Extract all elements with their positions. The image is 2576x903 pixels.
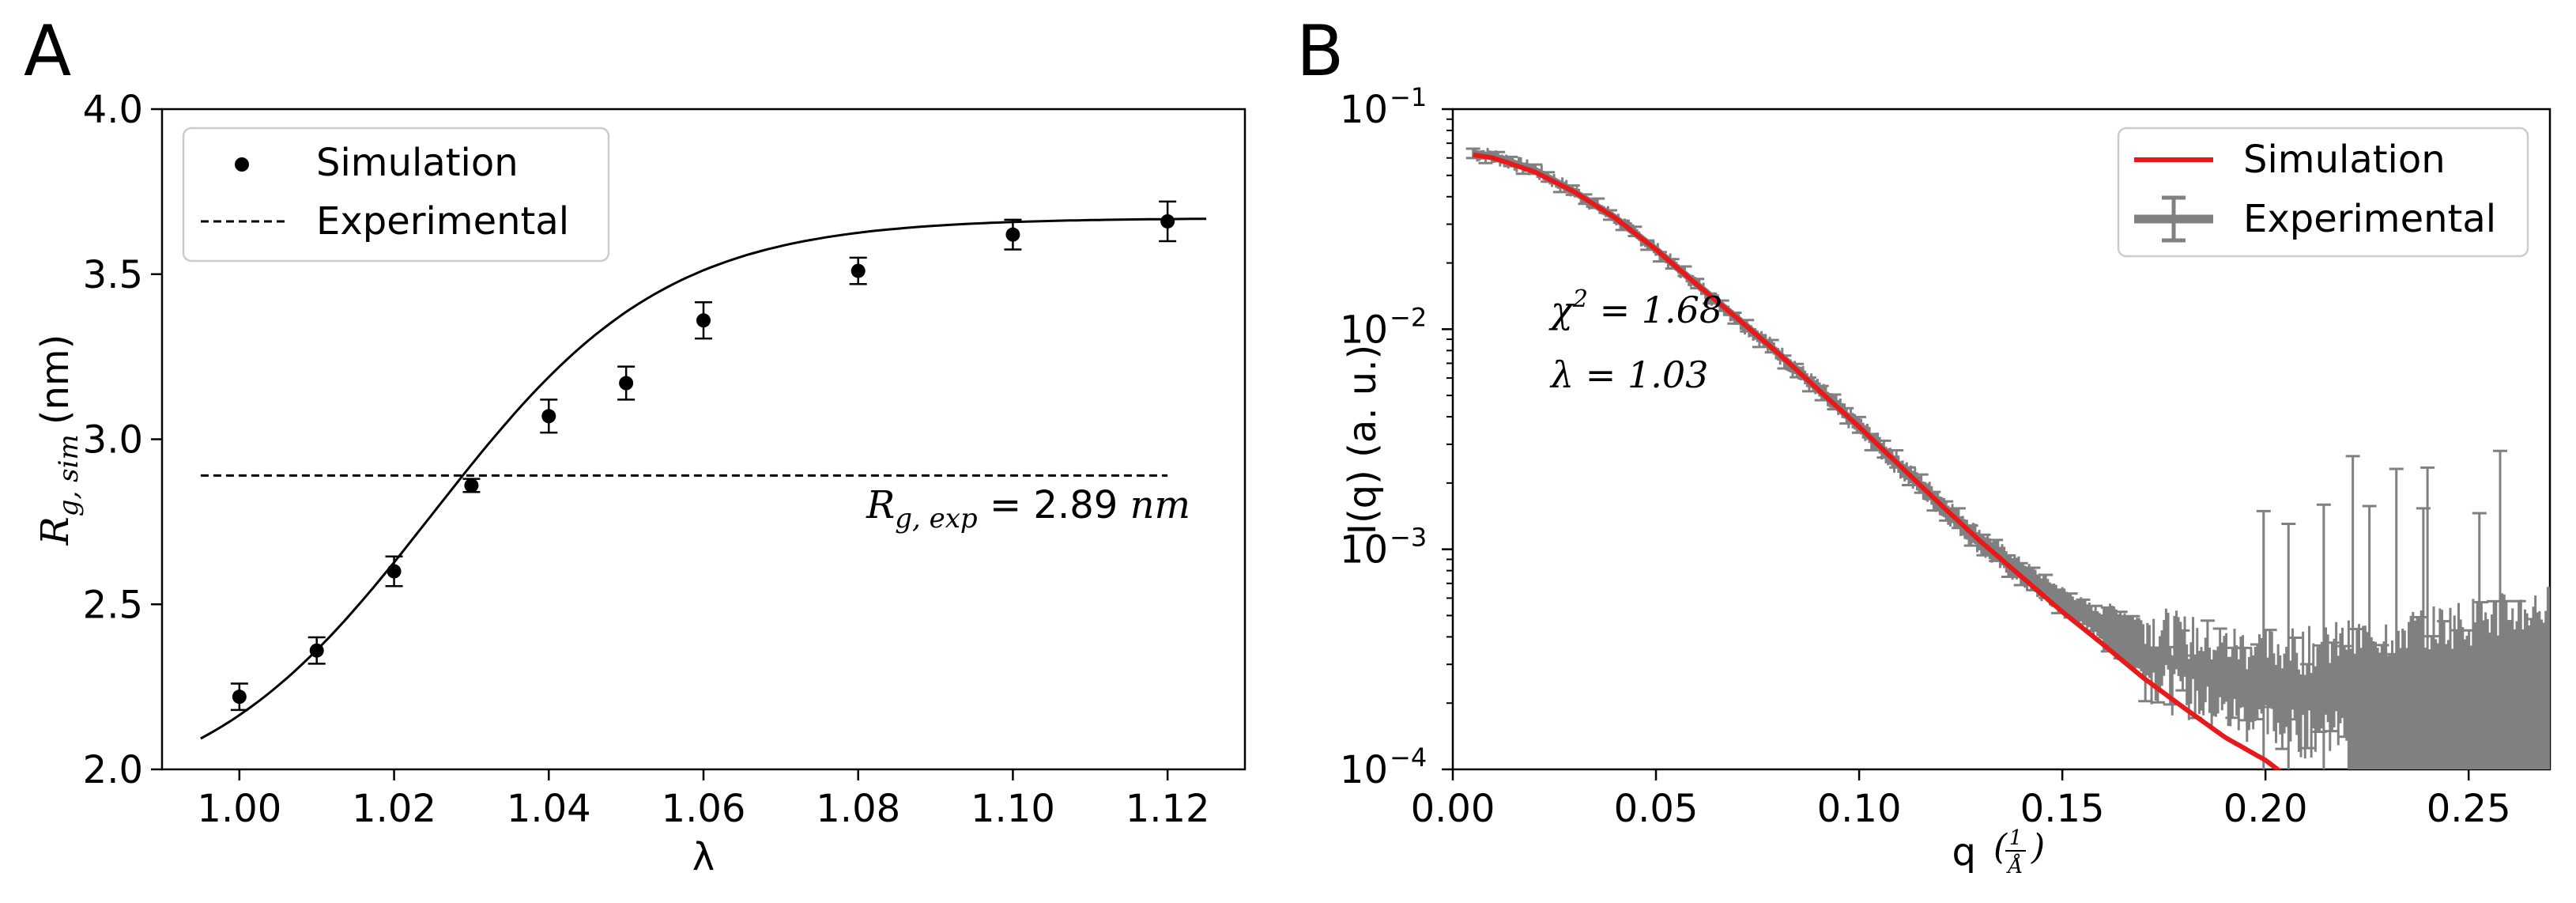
panel-a-y-tick-label: 2.0 bbox=[83, 748, 143, 792]
svg-text:Å: Å bbox=[2006, 853, 2023, 878]
panel-b-x-ticks: 0.00 0.05 0.10 0.15 0.20 0.25 bbox=[1411, 769, 2511, 831]
panel-a-legend-simulation: Simulation bbox=[316, 141, 519, 185]
panel-a-data-point bbox=[385, 555, 403, 588]
panel-b: B 0.00 0.05 0.10 0.15 0.20 0.25 10 −410 −310 −21… bbox=[1296, 10, 2551, 878]
svg-text:Rg, sim(nm): Rg, sim(nm) bbox=[33, 334, 85, 546]
panel-b-label: B bbox=[1296, 10, 1344, 92]
panel-b-legend-marker-experimental bbox=[2134, 195, 2213, 243]
panel-b-y-tick-label: 10 bbox=[1340, 88, 1388, 132]
panel-b-chi2-annotation: χ2 = 1.68 bbox=[1548, 285, 1722, 331]
panel-b-y-tick-label: 10 bbox=[1340, 308, 1388, 352]
panel-a-marker bbox=[1160, 213, 1175, 229]
panel-a-legend-frame bbox=[182, 127, 610, 263]
panel-b-x-tick-label: 0.25 bbox=[2427, 787, 2511, 831]
panel-a: A 1.00 1.02 1.04 1.06 1.08 1.10 1.12 2.0 2.5 3.0… bbox=[24, 10, 1247, 879]
panel-a-data-point bbox=[540, 399, 558, 434]
panel-a-label: A bbox=[24, 10, 71, 92]
panel-b-series-group bbox=[1465, 147, 2550, 769]
panel-b-y-tick-label: 10 bbox=[1340, 528, 1388, 572]
panel-b-y-tick-exponent: −1 bbox=[1390, 82, 1427, 112]
svg-text:(: ( bbox=[1993, 827, 2008, 867]
panel-a-marker bbox=[387, 564, 402, 579]
svg-text:): ) bbox=[2031, 827, 2045, 867]
panel-b-x-tick-label: 0.00 bbox=[1411, 787, 1495, 831]
panel-a-data-point bbox=[1004, 218, 1022, 251]
panel-a-rg-exp-annotation: Rg, exp = 2.89 nm bbox=[866, 483, 1190, 535]
panel-b-simulation-line bbox=[1473, 152, 2282, 769]
panel-b-y-tick-exponent: −3 bbox=[1390, 523, 1427, 553]
panel-a-y-tick-label: 3.0 bbox=[83, 418, 143, 463]
panel-b-legend-simulation: Simulation bbox=[2243, 138, 2446, 182]
panel-b-lambda-annotation: λ = 1.03 bbox=[1549, 353, 1708, 396]
panel-a-y-label: Rg, sim(nm) bbox=[33, 334, 85, 546]
panel-a-marker bbox=[619, 376, 634, 391]
panel-a-x-tick-label: 1.02 bbox=[352, 787, 436, 831]
panel-b-legend-frame bbox=[2117, 127, 2529, 258]
panel-b-y-ticks: 10−410−310−210−1 bbox=[1340, 82, 1453, 792]
panel-a-marker bbox=[309, 643, 324, 658]
panel-a-x-tick-label: 1.10 bbox=[971, 787, 1055, 831]
panel-b-x-tick-label: 0.15 bbox=[2020, 787, 2105, 831]
panel-b-x-label: q ( 1 Å ) bbox=[1952, 826, 2046, 878]
panel-a-legend-marker-simulation bbox=[235, 157, 249, 172]
panel-a-data-point bbox=[307, 636, 326, 665]
panel-a-data-point bbox=[462, 478, 481, 493]
svg-text:1: 1 bbox=[2009, 826, 2023, 850]
panel-a-x-tick-label: 1.12 bbox=[1126, 787, 1210, 831]
panel-a-fit-curve bbox=[200, 217, 1207, 740]
panel-b-y-label: I(q) (a. u.) bbox=[1341, 345, 1385, 535]
panel-a-y-tick-label: 2.5 bbox=[83, 583, 143, 627]
panel-b-legend-experimental: Experimental bbox=[2243, 197, 2496, 241]
panel-a-data-point bbox=[849, 256, 867, 285]
panel-a-y-tick-label: 3.5 bbox=[83, 253, 143, 297]
panel-a-legend-experimental: Experimental bbox=[316, 199, 569, 244]
panel-b-x-tick-label: 0.05 bbox=[1614, 787, 1699, 831]
panel-a-x-tick-label: 1.06 bbox=[662, 787, 746, 831]
panel-a-x-tick-label: 1.08 bbox=[816, 787, 900, 831]
panel-a-x-tick-label: 1.00 bbox=[197, 787, 281, 831]
svg-text:q: q bbox=[1952, 830, 1976, 875]
panel-a-x-label: λ bbox=[692, 835, 715, 879]
panel-a-plot-area bbox=[200, 200, 1207, 740]
panel-b-y-tick-exponent: −4 bbox=[1390, 742, 1427, 773]
panel-a-data-point bbox=[1159, 200, 1177, 243]
panel-a-marker bbox=[541, 409, 556, 424]
panel-a-x-ticks: 1.00 1.02 1.04 1.06 1.08 1.10 1.12 bbox=[197, 769, 1210, 831]
panel-a-data-point bbox=[617, 365, 636, 401]
panel-b-plot-area bbox=[1465, 147, 2550, 769]
panel-b-x-tick-label: 0.20 bbox=[2223, 787, 2308, 831]
panel-a-y-tick-label: 4.0 bbox=[83, 88, 143, 132]
panel-a-data-point bbox=[695, 300, 712, 340]
panel-a-marker bbox=[464, 478, 479, 493]
panel-a-marker bbox=[850, 263, 866, 278]
panel-b-y-tick-label: 10 bbox=[1340, 748, 1388, 792]
panel-a-data-point bbox=[230, 682, 248, 712]
panel-a-marker bbox=[1005, 227, 1020, 242]
panel-b-legend: Simulation Experimental bbox=[2117, 127, 2529, 258]
panel-a-marker bbox=[696, 313, 711, 328]
panel-b-axes-frame bbox=[1451, 108, 2551, 771]
panel-a-x-tick-label: 1.04 bbox=[507, 787, 591, 831]
panel-b-x-tick-label: 0.10 bbox=[1817, 787, 1902, 831]
panel-a-legend: Simulation Experimental bbox=[182, 127, 610, 263]
panel-a-marker bbox=[232, 690, 247, 705]
panel-b-y-tick-exponent: −2 bbox=[1390, 302, 1427, 332]
panel-a-y-ticks: 2.0 2.5 3.0 3.5 4.0 bbox=[83, 88, 162, 792]
